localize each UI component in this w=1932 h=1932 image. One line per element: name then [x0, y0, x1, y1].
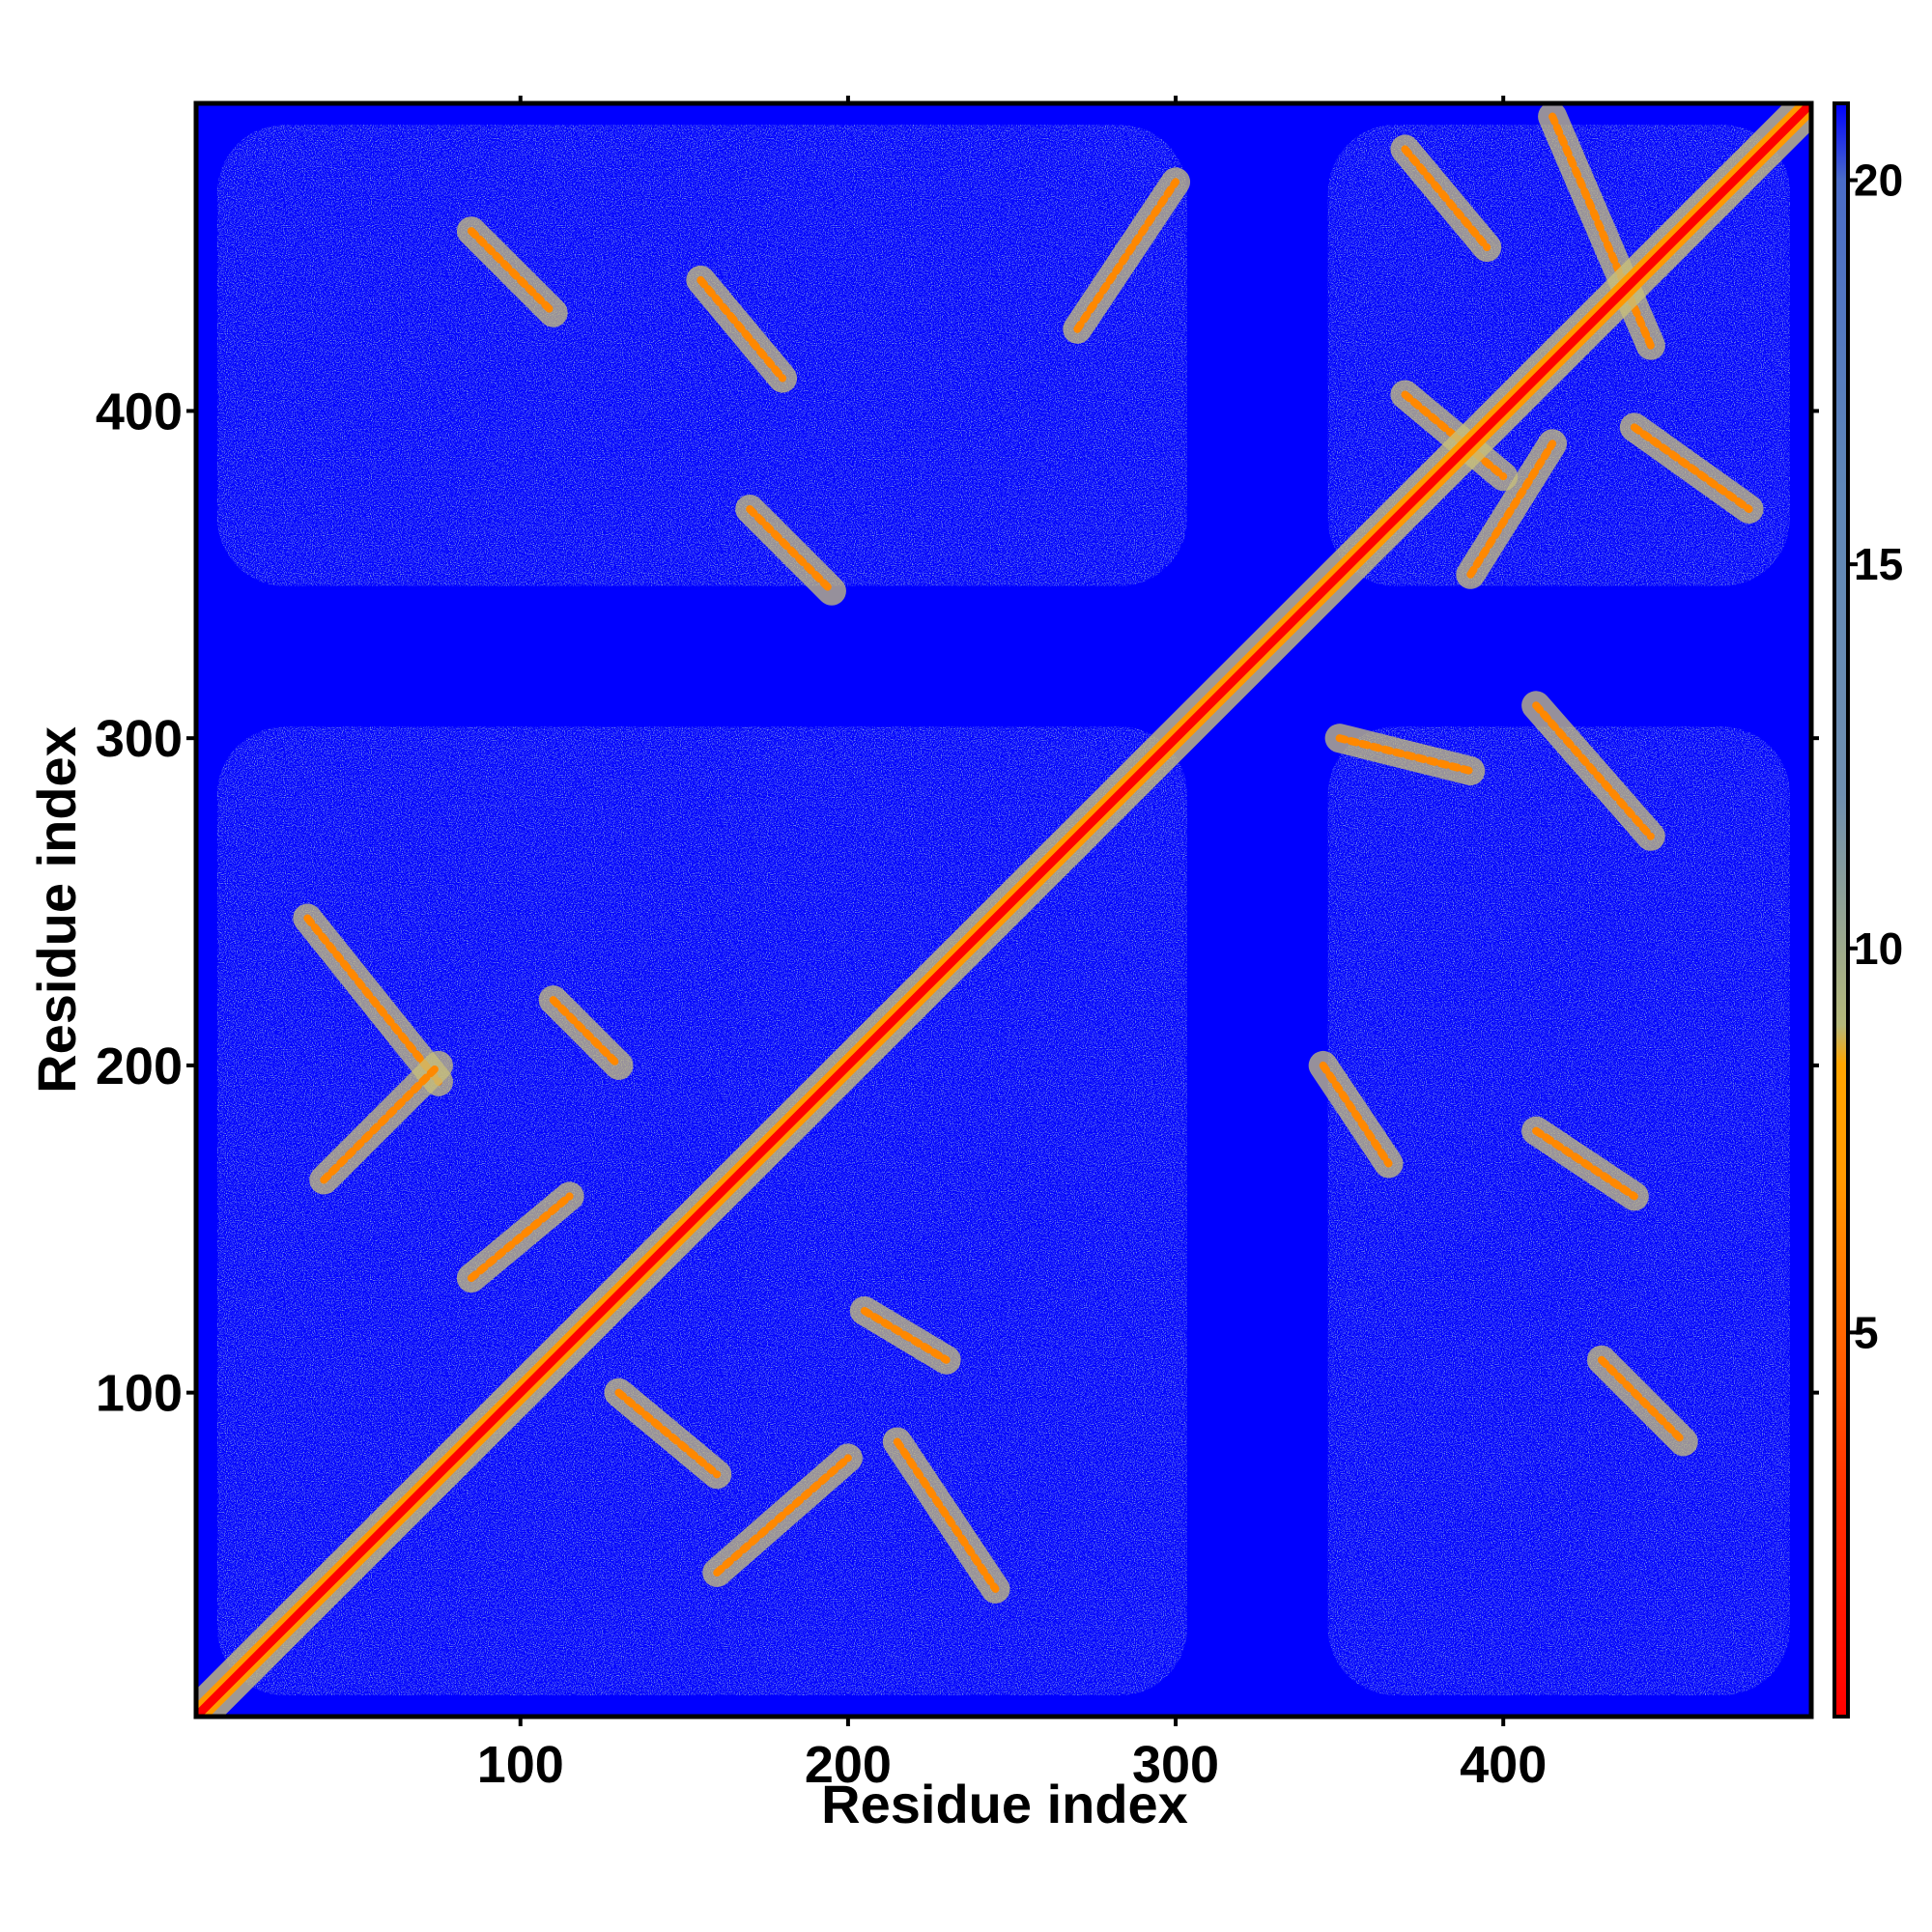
contact-band — [1532, 1126, 1638, 1201]
x-tick-label: 100 — [477, 1736, 564, 1794]
x-axis: 100 200 300 400 — [477, 96, 1547, 1794]
contact-band — [713, 1454, 852, 1577]
contact-band — [549, 996, 623, 1069]
contact-band — [893, 1437, 1000, 1593]
colorbar-ticks: 5 10 15 20 — [1848, 156, 1903, 1357]
y-axis-title: Residue index — [26, 726, 87, 1094]
colorbar-tick-label: 20 — [1854, 156, 1903, 206]
heatmap-plot-area — [196, 103, 1811, 1717]
contact-bands — [293, 103, 1764, 1604]
x-axis-title: Residue index — [821, 1774, 1188, 1834]
y-tick-label: 200 — [96, 1037, 183, 1095]
domain-block-1-2 — [217, 125, 1187, 586]
contact-band — [1335, 734, 1475, 776]
contact-band — [746, 505, 836, 595]
x-tick-label: 400 — [1460, 1736, 1547, 1794]
contact-band — [1073, 178, 1180, 333]
diagonal-line — [196, 103, 1811, 1717]
contact-band — [467, 227, 557, 317]
diagonal-contacts — [196, 103, 1811, 1717]
y-tick-label: 100 — [96, 1365, 183, 1423]
colorbar-tick-label: 5 — [1854, 1307, 1879, 1357]
contact-band — [1597, 1355, 1688, 1446]
colorbar: 5 10 15 20 — [1833, 101, 1903, 1719]
colorbar-frame — [1833, 101, 1850, 1719]
y-axis: 100 200 300 400 — [96, 383, 1819, 1423]
plot-frame — [193, 100, 1814, 1719]
x-tick-label: 200 — [805, 1736, 892, 1794]
domain-block-2-1 — [1327, 726, 1790, 1695]
colorbar-tick-label: 10 — [1854, 923, 1903, 974]
contact-band — [1466, 440, 1557, 579]
contact-band — [1401, 145, 1492, 252]
contact-band — [696, 275, 787, 383]
contact-band — [467, 1192, 574, 1283]
contact-band — [320, 1061, 442, 1184]
contact-band — [614, 1388, 722, 1479]
x-tick-label: 300 — [1132, 1736, 1219, 1794]
colorbar-gradient — [1834, 103, 1848, 1717]
y-tick-label: 300 — [96, 710, 183, 768]
colorbar-tick-label: 15 — [1854, 539, 1903, 589]
contact-band — [860, 1306, 951, 1364]
contact-band — [1532, 701, 1655, 840]
contact-band — [1630, 423, 1753, 514]
y-tick-label: 400 — [96, 383, 183, 440]
contact-band — [1319, 1061, 1393, 1168]
contact-band — [303, 914, 442, 1086]
